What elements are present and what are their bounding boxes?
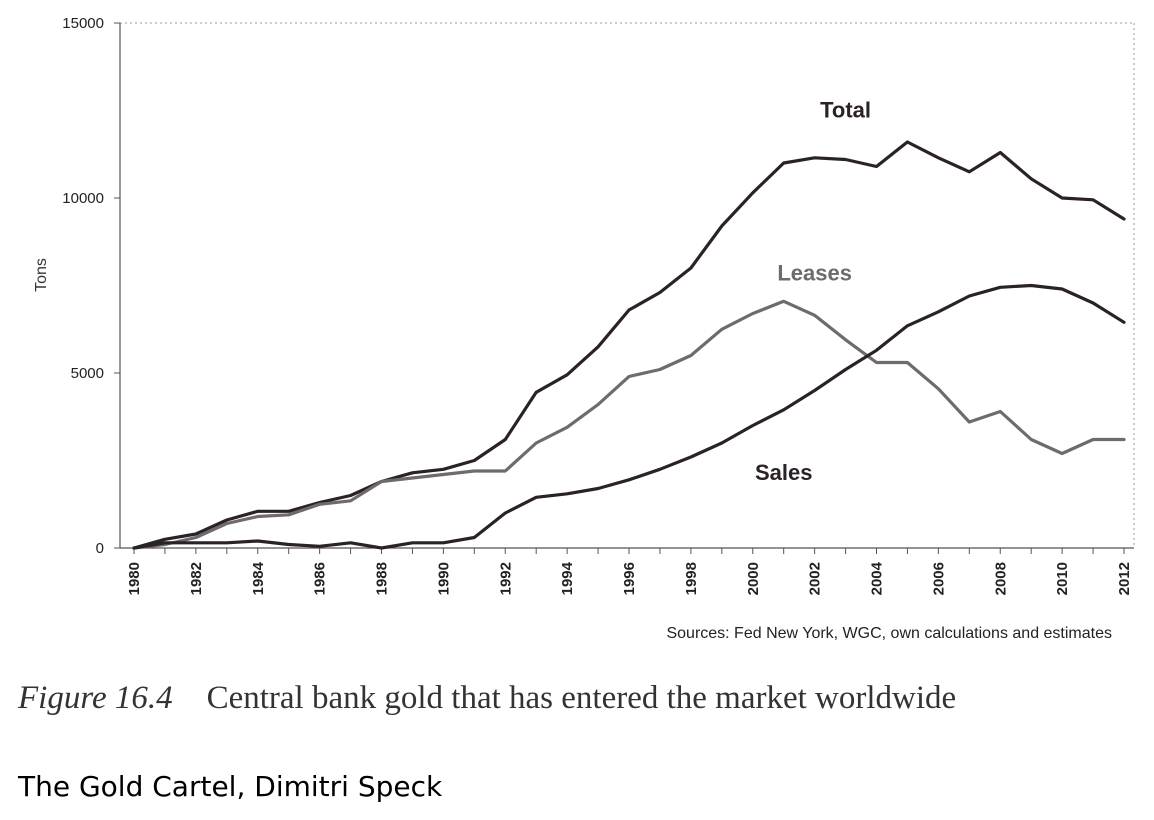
x-tick-label: 2002 xyxy=(807,562,824,595)
x-tick-label: 1996 xyxy=(621,562,638,595)
series-label-leases: Leases xyxy=(777,260,852,285)
chart-source-note: Sources: Fed New York, WGC, own calculat… xyxy=(666,625,1112,642)
x-tick-label: 1994 xyxy=(559,561,576,595)
series-line-sales xyxy=(132,283,1126,550)
figure-number: Figure 16.4 xyxy=(18,680,173,716)
series-label-total: Total xyxy=(820,98,871,123)
series-line-total xyxy=(132,140,1126,550)
y-axis-label: Tons xyxy=(33,258,50,292)
y-tick-label: 10000 xyxy=(62,190,104,207)
y-tick-label: 5000 xyxy=(71,365,104,382)
x-tick-label: 1990 xyxy=(435,562,452,595)
chart: 0 5000 10000 15000 1980 1982 1984 1986 1988 1990 1… xyxy=(33,15,1135,642)
figure-caption-text: Central bank gold that has entered the m… xyxy=(206,680,957,716)
series-line-leases xyxy=(132,299,1126,550)
x-tick-label: 2006 xyxy=(930,562,947,595)
y-tick-label: 15000 xyxy=(62,15,104,32)
x-tick-label: 2012 xyxy=(1116,562,1133,595)
x-tick-label: 2010 xyxy=(1054,562,1071,595)
x-tick-label: 1998 xyxy=(683,562,700,595)
x-tick-label: 1988 xyxy=(374,562,391,595)
x-tick-label: 1982 xyxy=(188,562,205,595)
series-label-sales: Sales xyxy=(755,460,813,485)
x-tick-label: 2008 xyxy=(992,562,1009,595)
book-credit: The Gold Cartel, Dimitri Speck xyxy=(18,770,443,803)
chart-svg: 0 5000 10000 15000 1980 1982 1984 1986 1988 1990 1… xyxy=(33,15,1135,642)
y-tick-label: 0 xyxy=(96,540,104,557)
x-tick-label: 1986 xyxy=(312,562,329,595)
x-tick-label: 1980 xyxy=(126,562,143,595)
x-tick-label: 2000 xyxy=(745,562,762,595)
x-tick-label: 2004 xyxy=(869,561,886,595)
figure-caption: Figure 16.4 Central bank gold that has en… xyxy=(18,680,1138,717)
x-tick-label: 1992 xyxy=(497,562,514,595)
x-tick-label: 1984 xyxy=(250,561,267,595)
